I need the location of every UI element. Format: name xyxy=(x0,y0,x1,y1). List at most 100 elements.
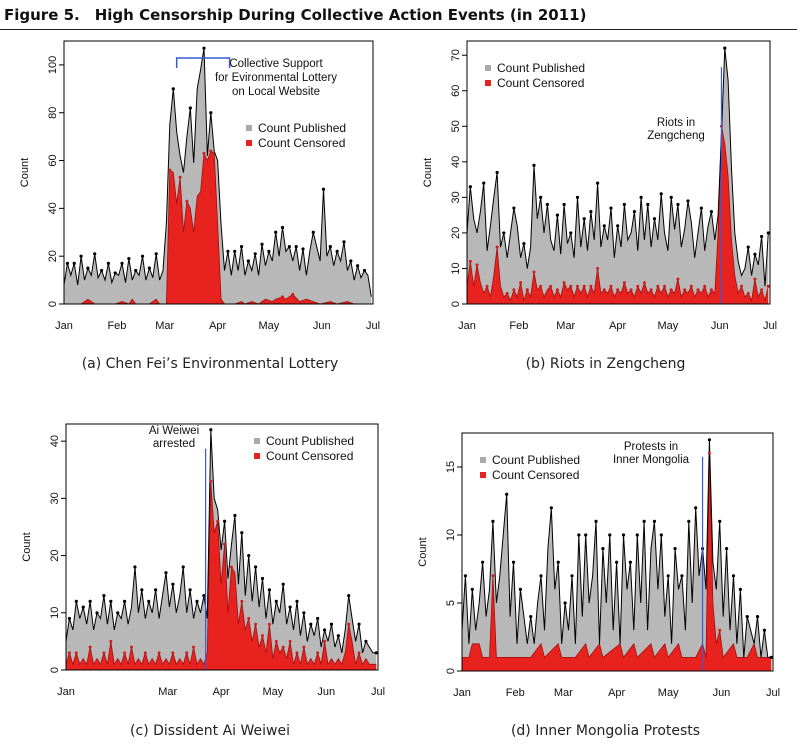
x-tick-label: Jul xyxy=(766,687,780,699)
published-point xyxy=(549,506,553,510)
y-tick-label: 15 xyxy=(445,461,457,473)
published-point xyxy=(195,599,199,603)
censored-point xyxy=(609,284,613,288)
published-point xyxy=(505,492,509,496)
published-point xyxy=(562,202,566,207)
published-point xyxy=(72,261,76,265)
censored-point xyxy=(656,284,660,288)
censored-point xyxy=(209,149,213,153)
censored-point xyxy=(168,168,172,172)
published-point xyxy=(652,519,657,524)
published-point xyxy=(302,611,306,615)
published-point xyxy=(555,213,559,217)
censored-point xyxy=(766,284,770,288)
published-point xyxy=(659,533,663,537)
published-area xyxy=(462,439,772,671)
published-point xyxy=(154,252,158,256)
x-tick-label: Feb xyxy=(509,320,528,332)
published-point xyxy=(601,547,605,551)
y-tick-label: 30 xyxy=(49,492,61,504)
published-point xyxy=(769,655,773,660)
censored-point xyxy=(549,284,553,288)
censored-point xyxy=(291,292,295,296)
censored-point xyxy=(229,565,233,569)
y-tick-label: 50 xyxy=(450,120,462,132)
published-point xyxy=(188,106,192,110)
censored-point xyxy=(575,284,579,288)
annotation: Collective Support for Evironmental Lotte… xyxy=(175,57,337,98)
published-point xyxy=(470,587,474,592)
published-point xyxy=(202,594,206,598)
published-point xyxy=(127,256,131,261)
published-point xyxy=(287,245,291,249)
published-point xyxy=(374,651,378,655)
x-tick-label: Jun xyxy=(711,320,729,332)
censored-point xyxy=(642,281,646,285)
censored-point xyxy=(602,288,606,292)
published-point xyxy=(209,111,213,115)
published-point xyxy=(246,259,250,263)
x-tick-label: Jan xyxy=(55,320,73,332)
published-point xyxy=(253,252,257,256)
censored-line xyxy=(462,453,772,659)
annotation-line: Zengcheng xyxy=(647,130,705,142)
annotation-line: Collective Support xyxy=(229,58,323,70)
published-point xyxy=(109,599,113,603)
plot-frame xyxy=(63,40,374,305)
plot-frame xyxy=(466,40,771,305)
censored-point xyxy=(468,259,472,263)
censored-point xyxy=(247,617,251,621)
published-point xyxy=(267,588,272,592)
published-point xyxy=(362,268,367,273)
published-point xyxy=(746,245,750,249)
published-point xyxy=(65,261,70,265)
x-tick-label: Mar xyxy=(155,320,174,332)
censored-point xyxy=(669,288,673,292)
published-point xyxy=(226,249,230,253)
x-tick-label: Apr xyxy=(213,686,230,698)
censored-point xyxy=(185,199,189,203)
y-tick-label: 0 xyxy=(49,667,61,673)
censored-point xyxy=(302,645,306,649)
censored-point xyxy=(261,634,265,638)
published-point xyxy=(632,209,637,214)
published-point xyxy=(202,46,206,50)
y-tick-label: 70 xyxy=(450,49,462,61)
censored-point xyxy=(316,651,320,655)
x-tick-label: May xyxy=(258,320,279,332)
censored-point xyxy=(562,281,566,285)
published-point xyxy=(686,199,690,203)
published-point xyxy=(140,588,144,592)
legend-label-censored: Count Censored xyxy=(492,468,579,482)
published-point xyxy=(652,217,657,221)
published-point xyxy=(294,245,298,249)
censored-point xyxy=(663,284,667,288)
x-tick-label: Apr xyxy=(209,320,226,332)
y-tick-label: 10 xyxy=(445,529,457,541)
x-tick-label: Apr xyxy=(609,320,626,332)
annotation-line: for Evironmental Lottery xyxy=(215,72,337,84)
published-point xyxy=(676,202,680,207)
published-point xyxy=(260,576,265,581)
y-tick-label: 10 xyxy=(49,607,61,619)
published-point xyxy=(481,560,485,564)
published-point xyxy=(311,230,315,234)
censored-area xyxy=(462,453,772,671)
y-tick-label: 100 xyxy=(47,56,59,74)
published-point xyxy=(79,254,83,258)
published-point xyxy=(188,588,192,592)
published-point xyxy=(491,519,495,524)
legend-label-censored: Count Censored xyxy=(497,76,584,90)
censored-point xyxy=(102,651,106,655)
legend-label-censored: Count Censored xyxy=(258,136,345,150)
published-point xyxy=(718,519,722,524)
panel-c: 0 10 20 30 40 Count Jan Mar Apr May Jun Jul Count Pu… xyxy=(21,423,385,698)
published-point xyxy=(680,574,684,578)
legend-swatch-censored xyxy=(254,453,260,459)
y-tick-label: 40 xyxy=(450,156,462,168)
published-point xyxy=(239,245,244,249)
published-point xyxy=(628,560,632,564)
